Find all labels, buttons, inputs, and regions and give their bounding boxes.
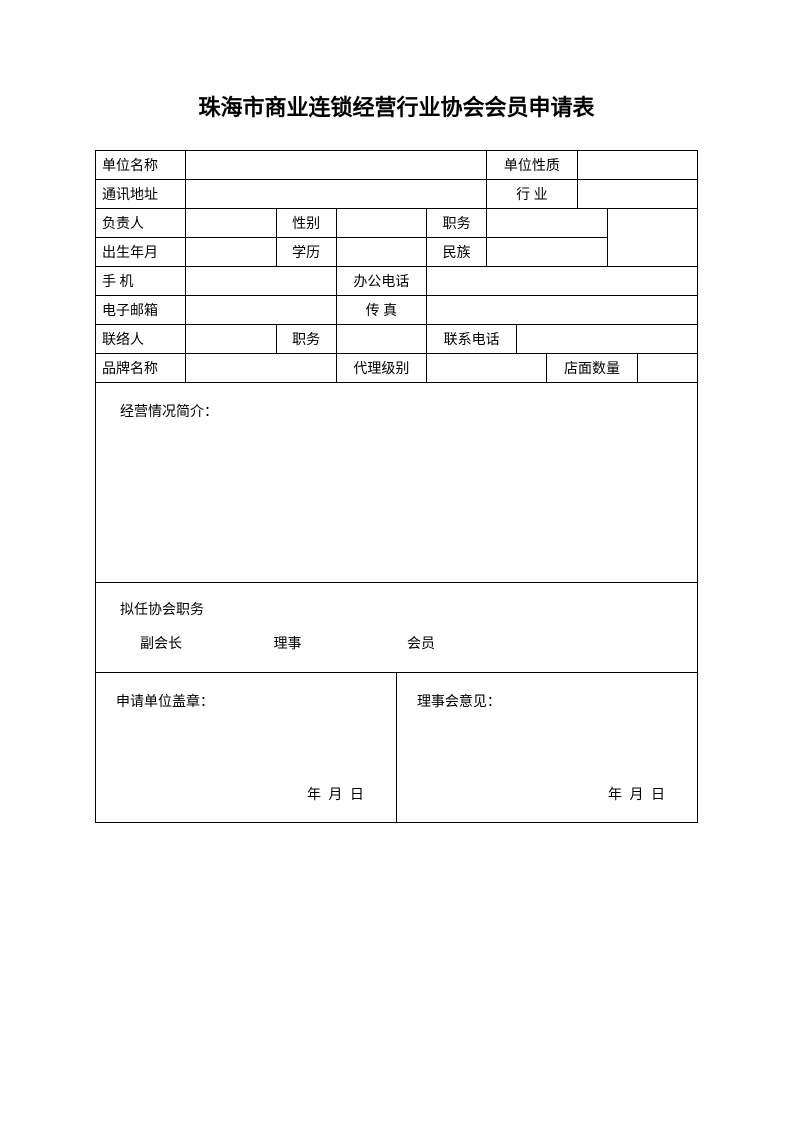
- row-address: 通讯地址 行 业: [96, 180, 698, 209]
- applicant-date: 年 月 日: [307, 784, 366, 804]
- row-stamp: 申请单位盖章： 年 月 日 理事会意见： 年 月 日: [96, 673, 698, 823]
- field-unit-name[interactable]: [186, 151, 487, 180]
- label-agent-level: 代理级别: [336, 354, 426, 383]
- label-ethnicity: 民族: [427, 238, 487, 267]
- field-extra[interactable]: [607, 209, 697, 267]
- row-brand: 品牌名称 代理级别 店面数量: [96, 354, 698, 383]
- council-date: 年 月 日: [608, 784, 667, 804]
- field-applicant-stamp[interactable]: 申请单位盖章： 年 月 日: [96, 673, 397, 823]
- field-brand[interactable]: [186, 354, 336, 383]
- label-business-intro: 经营情况简介：: [120, 405, 218, 420]
- option-director[interactable]: 理事: [274, 633, 404, 653]
- label-mobile: 手 机: [96, 267, 186, 296]
- label-proposed-position: 拟任协会职务: [120, 599, 673, 619]
- label-applicant-stamp: 申请单位盖章：: [116, 691, 376, 711]
- label-post: 职务: [427, 209, 487, 238]
- application-form-page: 珠海市商业连锁经营行业协会会员申请表 单位名称 单位性质 通讯地址 行 业 负责…: [0, 0, 793, 823]
- label-store-count: 店面数量: [547, 354, 637, 383]
- option-vice-president[interactable]: 副会长: [140, 633, 270, 653]
- field-contact-post[interactable]: [336, 325, 426, 354]
- field-office-phone[interactable]: [427, 267, 698, 296]
- field-mobile[interactable]: [186, 267, 336, 296]
- field-council-opinion[interactable]: 理事会意见： 年 月 日: [396, 673, 697, 823]
- label-unit-type: 单位性质: [487, 151, 577, 180]
- row-principal: 负责人 性别 职务: [96, 209, 698, 238]
- field-ethnicity[interactable]: [487, 238, 607, 267]
- field-contact[interactable]: [186, 325, 276, 354]
- field-birth[interactable]: [186, 238, 276, 267]
- option-member[interactable]: 会员: [407, 633, 435, 653]
- field-proposed-position[interactable]: 拟任协会职务 副会长 理事 会员: [96, 583, 698, 673]
- field-post[interactable]: [487, 209, 607, 238]
- field-education[interactable]: [336, 238, 426, 267]
- field-business-intro[interactable]: 经营情况简介：: [96, 383, 698, 583]
- field-store-count[interactable]: [637, 354, 697, 383]
- form-table: 单位名称 单位性质 通讯地址 行 业 负责人 性别 职务 出生年月 学历: [95, 150, 698, 823]
- row-mobile: 手 机 办公电话: [96, 267, 698, 296]
- field-principal[interactable]: [186, 209, 276, 238]
- row-intro: 经营情况简介：: [96, 383, 698, 583]
- field-contact-phone[interactable]: [517, 325, 698, 354]
- label-contact: 联络人: [96, 325, 186, 354]
- row-contact: 联络人 职务 联系电话: [96, 325, 698, 354]
- field-address[interactable]: [186, 180, 487, 209]
- label-birth: 出生年月: [96, 238, 186, 267]
- label-contact-phone: 联系电话: [427, 325, 517, 354]
- field-gender[interactable]: [336, 209, 426, 238]
- label-principal: 负责人: [96, 209, 186, 238]
- label-education: 学历: [276, 238, 336, 267]
- field-unit-type[interactable]: [577, 151, 698, 180]
- field-email[interactable]: [186, 296, 336, 325]
- label-address: 通讯地址: [96, 180, 186, 209]
- label-email: 电子邮箱: [96, 296, 186, 325]
- form-title: 珠海市商业连锁经营行业协会会员申请表: [95, 90, 698, 122]
- position-options: 副会长 理事 会员: [120, 633, 673, 653]
- label-gender: 性别: [276, 209, 336, 238]
- label-brand: 品牌名称: [96, 354, 186, 383]
- label-council-opinion: 理事会意见：: [417, 691, 677, 711]
- label-unit-name: 单位名称: [96, 151, 186, 180]
- row-position: 拟任协会职务 副会长 理事 会员: [96, 583, 698, 673]
- label-office-phone: 办公电话: [336, 267, 426, 296]
- label-fax: 传 真: [336, 296, 426, 325]
- field-fax[interactable]: [427, 296, 698, 325]
- label-contact-post: 职务: [276, 325, 336, 354]
- row-unit: 单位名称 单位性质: [96, 151, 698, 180]
- row-email: 电子邮箱 传 真: [96, 296, 698, 325]
- field-industry[interactable]: [577, 180, 698, 209]
- field-agent-level[interactable]: [427, 354, 547, 383]
- label-industry: 行 业: [487, 180, 577, 209]
